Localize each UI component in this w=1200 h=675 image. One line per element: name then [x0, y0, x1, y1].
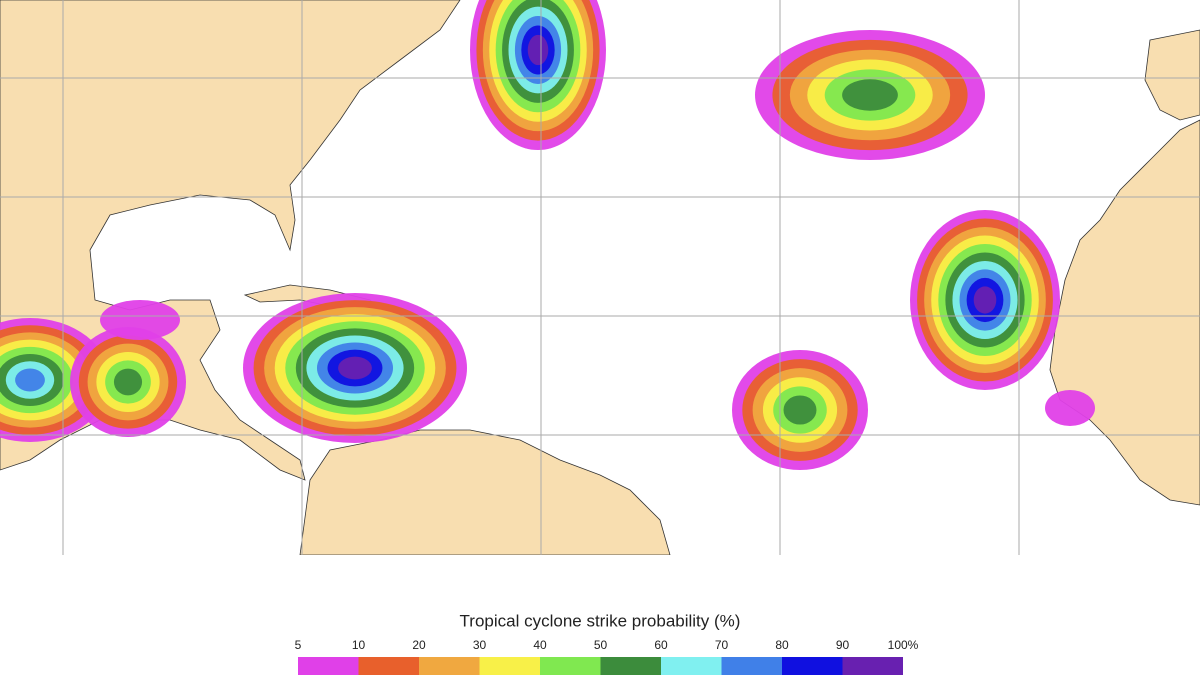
- probability-swath: [527, 34, 549, 66]
- colorbar-bin: [540, 657, 601, 675]
- colorbar-tick-label: 80: [775, 638, 789, 652]
- iberia: [1144, 29, 1200, 121]
- colorbar-bin: [782, 657, 843, 675]
- graticule: [0, 0, 1200, 555]
- colorbar-bin: [358, 657, 419, 675]
- map: [0, 0, 1200, 555]
- colorbar-bin: [661, 657, 722, 675]
- colorbar-tick-label: 60: [654, 638, 668, 652]
- south-america: [299, 429, 671, 555]
- probability-swath: [1045, 390, 1095, 426]
- colorbar-tick-label: 90: [836, 638, 850, 652]
- colorbar-bin: [479, 657, 540, 675]
- colorbar-tick-label: 20: [412, 638, 426, 652]
- colorbar-bin: [419, 657, 480, 675]
- probability-swath: [973, 286, 997, 314]
- colorbar-tick-label: 30: [473, 638, 487, 652]
- probability-swath: [113, 368, 143, 396]
- probability-swath: [783, 395, 817, 425]
- probability-swath: [100, 300, 180, 340]
- probability-swath: [338, 356, 372, 380]
- colorbar-tick-label: 100%: [888, 638, 919, 652]
- colorbar-bin: [600, 657, 661, 675]
- colorbar-bin: [298, 657, 359, 675]
- probability-swath: [15, 368, 45, 392]
- colorbar-bin: [721, 657, 782, 675]
- colorbar-tick-label: 10: [352, 638, 366, 652]
- legend-title: Tropical cyclone strike probability (%): [460, 611, 741, 630]
- colorbar-tick-label: 50: [594, 638, 608, 652]
- colorbar-tick-label: 5: [295, 638, 302, 652]
- colorbar-tick-label: 70: [715, 638, 729, 652]
- probability-swath: [842, 79, 898, 111]
- colorbar-bin: [842, 657, 903, 675]
- colorbar-tick-label: 40: [533, 638, 547, 652]
